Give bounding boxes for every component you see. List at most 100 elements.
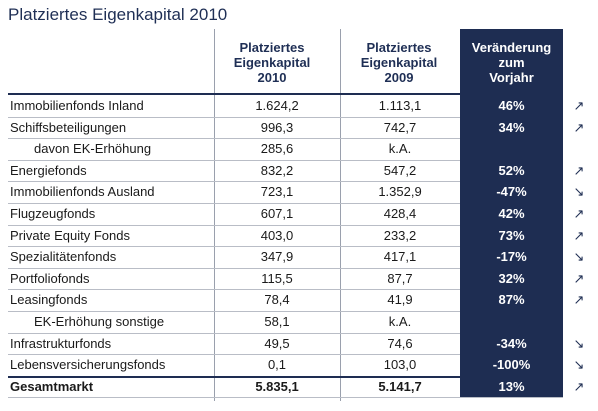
header-divider: [8, 93, 563, 95]
equity-table: Platziertes Eigenkapital 2010 Platzierte…: [8, 29, 593, 401]
row-label: Private Equity Fonds: [10, 227, 130, 243]
up-icon: ↗: [573, 119, 585, 135]
value-2010: 347,9: [260, 249, 294, 265]
value-2009: 233,2: [383, 227, 417, 243]
value-2010: 996,3: [260, 119, 294, 135]
table-row: Infrastrukturfonds 49,5 74,6 -34% ↘: [8, 332, 593, 355]
row-divider: [8, 267, 563, 269]
value-2009: 547,2: [383, 162, 417, 178]
value-2009: 74,6: [387, 335, 413, 351]
change-percent: [460, 311, 563, 333]
value-2010: 1.624,2: [255, 98, 299, 113]
change-percent: [460, 138, 563, 161]
table-row: Lebensversicherungsfonds 0,1 103,0 -100% ↘: [8, 354, 593, 377]
value-2009: 103,0: [383, 357, 417, 373]
table-row: Energiefonds 832,2 547,2 52% ↗: [8, 159, 593, 182]
row-label: davon EK-Erhöhung: [34, 141, 152, 157]
row-divider: [8, 159, 563, 161]
value-2010: 5.835,1: [255, 378, 299, 394]
value-2010: 723,1: [260, 184, 294, 200]
value-2009: 41,9: [387, 292, 413, 308]
change-percent: -47%: [460, 181, 563, 204]
up-icon: ↗: [573, 206, 585, 221]
value-2009: 428,4: [383, 206, 417, 221]
row-label: Energiefonds: [10, 162, 87, 178]
row-divider: [8, 332, 563, 334]
value-2009: 417,1: [383, 249, 417, 265]
table-row: EK-Erhöhung sonstige 58,1 k.A.: [8, 311, 593, 333]
row-divider: [8, 116, 563, 118]
header-2009: Platziertes Eigenkapital 2009: [360, 39, 438, 85]
down-icon: ↘: [573, 357, 585, 373]
row-label: Spezialitätenfonds: [10, 249, 117, 265]
value-2010: 285,6: [260, 141, 294, 157]
table-row: Schiffsbeteiligungen 996,3 742,7 34% ↗: [8, 116, 593, 139]
row-divider: [8, 203, 563, 204]
value-2010: 832,2: [260, 162, 294, 178]
change-percent: 13%: [460, 375, 563, 398]
change-percent: 34%: [460, 116, 563, 139]
value-2009: 1.352,9: [378, 184, 422, 200]
header-change: Veränderung zum Vorjahr: [460, 29, 563, 95]
total-row: Gesamtmarkt 5.835,1 5.141,7 13% ↗: [8, 375, 593, 398]
row-label: Immobilienfonds Ausland: [10, 184, 155, 200]
row-divider: [8, 181, 563, 183]
row-divider: [8, 289, 563, 291]
row-divider: [8, 138, 563, 140]
row-label: Infrastrukturfonds: [10, 335, 112, 351]
change-percent: 87%: [460, 289, 563, 312]
value-2010: 403,0: [260, 227, 294, 243]
row-label: Portfoliofonds: [10, 270, 90, 286]
value-2010: 115,5: [261, 270, 293, 286]
column-divider: [214, 29, 215, 401]
value-2009: 742,7: [383, 119, 417, 135]
down-icon: ↘: [573, 335, 585, 351]
row-divider: [8, 375, 563, 378]
row-label: Flugzeugfonds: [10, 206, 96, 221]
value-2009: 1.113,1: [378, 98, 422, 113]
up-icon: ↗: [573, 98, 585, 113]
row-divider: [8, 311, 563, 312]
row-divider: [8, 397, 563, 399]
value-2009: 5.141,7: [378, 378, 422, 394]
row-label: EK-Erhöhung sonstige: [34, 314, 165, 329]
value-2010: 607,1: [260, 206, 294, 221]
change-percent: 52%: [460, 159, 563, 182]
row-divider: [8, 354, 563, 356]
table-row: Flugzeugfonds 607,1 428,4 42% ↗: [8, 203, 593, 225]
table-row: Immobilienfonds Ausland 723,1 1.352,9 -47% ↘: [8, 181, 593, 204]
value-2010: 0,1: [267, 357, 287, 373]
header-2010: Platziertes Eigenkapital 2010: [233, 39, 311, 85]
up-icon: ↗: [573, 270, 585, 286]
change-percent: -34%: [460, 332, 563, 355]
table-row: Portfoliofonds 115,5 87,7 32% ↗: [8, 267, 593, 290]
table-row: Leasingfonds 78,4 41,9 87% ↗: [8, 289, 593, 312]
table-row: Private Equity Fonds 403,0 233,2 73% ↗: [8, 224, 593, 247]
value-2010: 58,1: [264, 314, 290, 329]
down-icon: ↘: [573, 249, 585, 265]
change-percent: -100%: [460, 354, 563, 377]
value-2010: 49,5: [264, 335, 290, 351]
value-2009: 87,7: [387, 270, 413, 286]
value-2009: k.A.: [388, 314, 412, 329]
row-label: Gesamtmarkt: [10, 378, 94, 394]
up-icon: ↗: [573, 378, 585, 394]
value-2009: k.A.: [388, 141, 412, 157]
row-divider: [8, 224, 563, 226]
up-icon: ↗: [573, 292, 585, 308]
row-label: Lebensversicherungsfonds: [10, 357, 166, 373]
change-percent: 46%: [460, 95, 563, 117]
change-percent: 73%: [460, 224, 563, 247]
change-percent: 32%: [460, 267, 563, 290]
table-row: Spezialitätenfonds 347,9 417,1 -17% ↘: [8, 246, 593, 269]
column-divider: [340, 29, 341, 401]
down-icon: ↘: [573, 184, 585, 200]
change-percent: 42%: [460, 203, 563, 225]
row-divider: [8, 246, 563, 248]
change-percent: -17%: [460, 246, 563, 269]
table-row: davon EK-Erhöhung 285,6 k.A.: [8, 138, 593, 161]
value-2010: 78,4: [264, 292, 290, 308]
row-label: Schiffsbeteiligungen: [10, 119, 127, 135]
row-label: Leasingfonds: [10, 292, 88, 308]
row-label: Immobilienfonds Inland: [10, 98, 144, 113]
